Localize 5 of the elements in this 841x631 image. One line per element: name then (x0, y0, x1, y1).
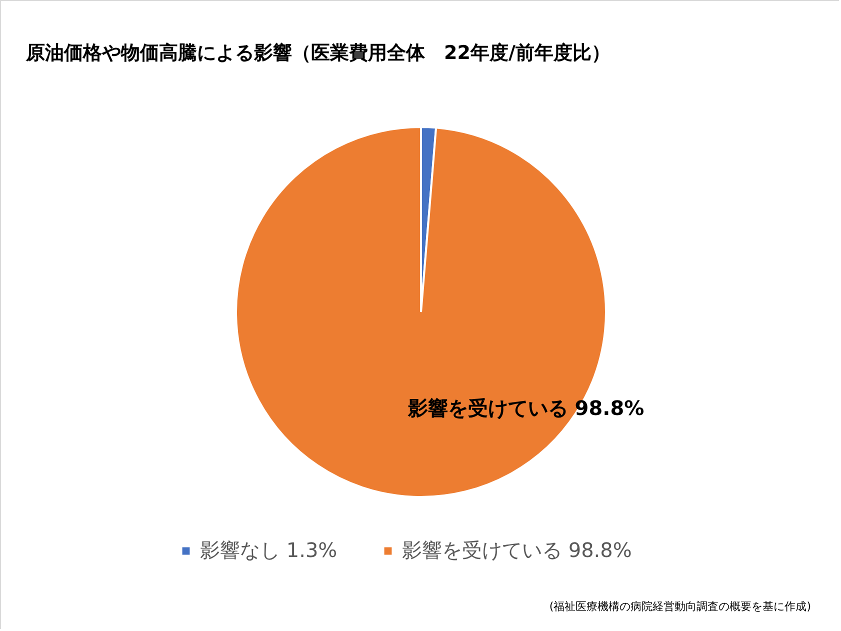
text: 影響を受けている 98.8% (406, 396, 644, 420)
legend-label: 影響なし 1.3% (200, 538, 338, 562)
chart-title: 原油価格や物価高騰による影響（医業費用全体 22年度/前年度比） (25, 42, 610, 64)
text: (福祉医療機構の病院経営動向調査の概要を基に作成) (549, 600, 811, 613)
legend-label: 影響を受けている 98.8% (402, 538, 632, 562)
